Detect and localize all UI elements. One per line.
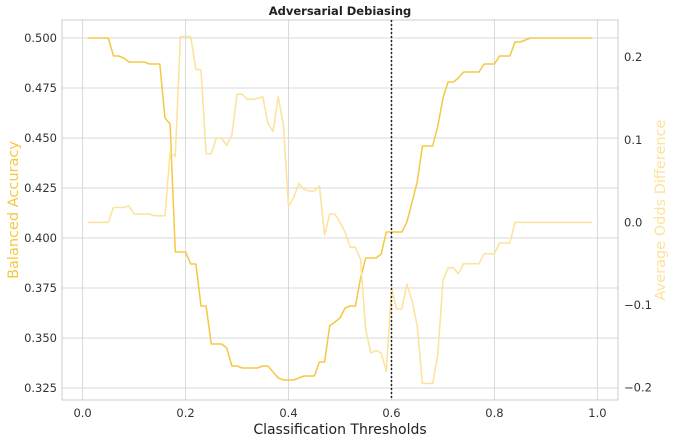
right-y-tick-label: 0.2 (624, 50, 642, 64)
x-tick-label: 0.0 (73, 406, 91, 420)
x-axis-label: Classification Thresholds (253, 422, 426, 438)
x-tick-label: 0.4 (279, 406, 297, 420)
plot-frame (61, 19, 619, 401)
left-y-tick-label: 0.325 (24, 381, 57, 395)
chart-title: Adversarial Debiasing (269, 4, 412, 18)
right-y-axis-label: Average Odds Difference (653, 119, 669, 300)
axis-ticks: 0.0 0.2 0.4 0.6 0.8 1.0 0.325 0.350 0.375 0.400 0.… (24, 31, 652, 420)
left-y-axis-label: Balanced Accuracy (6, 141, 22, 279)
x-tick-label: 0.2 (176, 406, 194, 420)
left-y-tick-label: 0.500 (24, 31, 57, 45)
left-y-tick-label: 0.450 (24, 131, 57, 145)
x-tick-label: 1.0 (588, 406, 606, 420)
left-y-tick-label: 0.475 (24, 81, 57, 95)
right-y-tick-label: 0.0 (624, 215, 642, 229)
balanced-accuracy-line (87, 37, 593, 381)
left-y-tick-label: 0.425 (24, 181, 57, 195)
left-y-tick-label: 0.400 (24, 231, 57, 245)
series-lines (87, 35, 593, 385)
average-odds-difference-line (87, 35, 593, 385)
gridlines (62, 20, 618, 400)
x-tick-label: 0.6 (382, 406, 400, 420)
left-y-tick-label: 0.350 (24, 331, 57, 345)
x-tick-label: 0.8 (485, 406, 503, 420)
right-y-tick-label: −0.1 (624, 298, 652, 312)
left-y-tick-label: 0.375 (24, 281, 57, 295)
right-y-tick-label: −0.2 (624, 381, 652, 395)
right-y-tick-label: 0.1 (624, 133, 642, 147)
